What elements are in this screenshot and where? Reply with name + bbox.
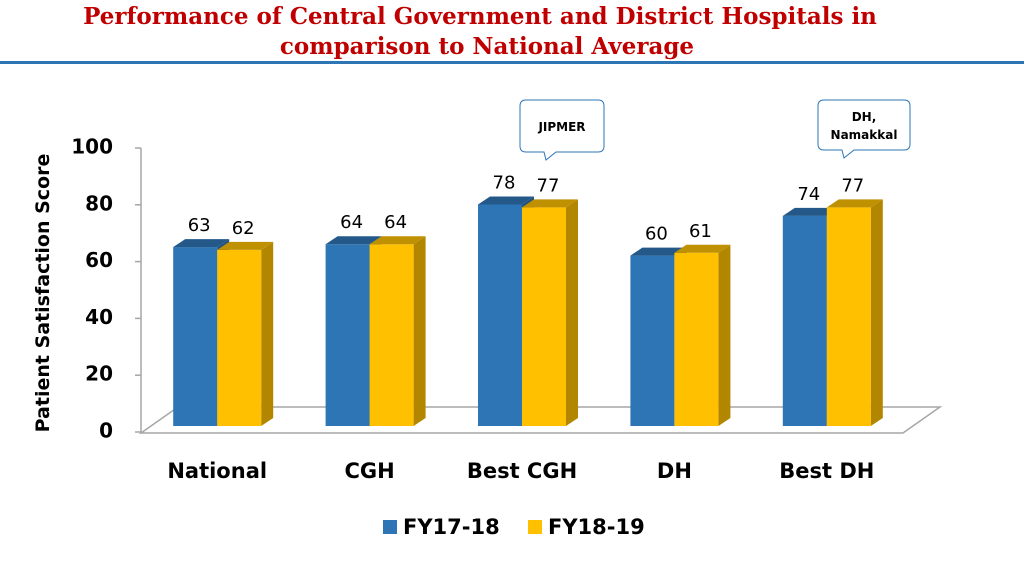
header-rule xyxy=(0,61,1024,64)
chart-title: Performance of Central Government and Di… xyxy=(83,3,877,30)
x-tick-label: Best CGH xyxy=(467,459,577,483)
callout-text: Namakkal xyxy=(831,128,898,142)
bar-top xyxy=(369,236,426,245)
y-tick-label: 20 xyxy=(85,362,113,386)
bar-side xyxy=(413,236,426,426)
chart-title: comparison to National Average xyxy=(280,33,694,60)
value-label: 61 xyxy=(689,221,712,242)
bar-top xyxy=(630,247,687,256)
y-tick-label: 80 xyxy=(85,191,113,215)
bar xyxy=(173,247,218,426)
legend-swatch xyxy=(383,520,397,534)
bar-top xyxy=(478,196,534,205)
value-label: 60 xyxy=(645,224,668,245)
bar-top xyxy=(782,207,839,216)
bar-top xyxy=(826,199,883,208)
value-label: 62 xyxy=(232,218,255,239)
value-label: 77 xyxy=(537,175,560,196)
x-tick-label: DH xyxy=(657,459,692,483)
callout xyxy=(817,99,911,159)
y-axis-label: Patient Satisfaction Score xyxy=(32,154,54,433)
bar xyxy=(369,244,414,426)
legend-label: FY17-18 xyxy=(403,515,500,539)
bar-side xyxy=(870,199,883,426)
value-label: 64 xyxy=(340,212,363,233)
value-label: 74 xyxy=(797,184,820,205)
value-label: 77 xyxy=(841,175,864,196)
bar xyxy=(782,215,827,426)
callout-text: DH, xyxy=(852,110,877,124)
bar xyxy=(478,204,522,426)
y-tick-label: 100 xyxy=(71,135,113,159)
value-label: 63 xyxy=(188,215,211,236)
y-tick-label: 40 xyxy=(85,305,113,329)
value-label: 64 xyxy=(384,212,407,233)
x-tick-label: CGH xyxy=(344,459,394,483)
legend-swatch xyxy=(528,520,542,534)
bar xyxy=(630,255,675,426)
callout-text: JIPMER xyxy=(537,120,585,134)
bar xyxy=(217,249,262,426)
y-tick-label: 0 xyxy=(99,419,113,443)
bar-top xyxy=(325,236,382,245)
x-tick-label: National xyxy=(167,459,267,483)
bar-top xyxy=(522,199,578,208)
bar-top xyxy=(217,241,274,250)
bar-top xyxy=(674,244,731,253)
bar xyxy=(522,207,566,426)
value-label: 78 xyxy=(493,172,516,193)
bar-side xyxy=(718,244,731,426)
x-tick-label: Best DH xyxy=(779,459,874,483)
bar xyxy=(826,207,871,426)
y-tick-label: 60 xyxy=(85,248,113,272)
bar xyxy=(674,252,719,426)
legend-label: FY18-19 xyxy=(548,515,645,539)
bar xyxy=(325,244,370,426)
bar-side xyxy=(566,199,578,426)
callout xyxy=(519,99,605,161)
bar-side xyxy=(261,241,274,426)
bar-top xyxy=(173,239,230,248)
